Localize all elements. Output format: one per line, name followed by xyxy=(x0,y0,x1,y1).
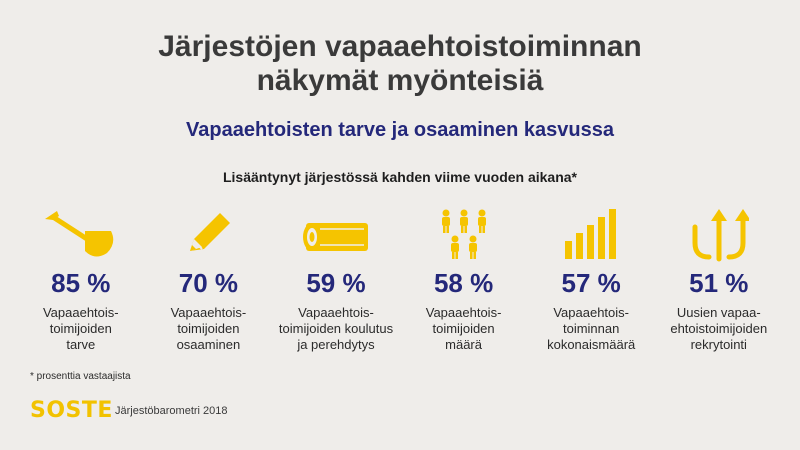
stat-item: 70 % Vapaaehtois- toimijoiden osaaminen xyxy=(145,205,273,355)
soste-logo: SOSTE xyxy=(30,398,113,423)
page-title: Järjestöjen vapaaehtoistoiminnan näkymät… xyxy=(0,30,800,98)
pencil-icon xyxy=(190,213,231,251)
stat-label-line: toimijoiden koulutus xyxy=(278,321,394,336)
stats-row: 85 % Vapaaehtois- toimijoiden tarve 70 %… xyxy=(17,205,783,355)
stat-label-line: toimijoiden xyxy=(49,321,112,336)
stat-label-line: rekrytointi xyxy=(690,337,747,352)
stat-label-line: Vapaaehtois- xyxy=(553,305,629,320)
stat-value: 58 % xyxy=(433,268,494,298)
arrows-up-icon xyxy=(692,209,749,262)
stat-label-line: ehtoistoimijoiden xyxy=(670,321,768,336)
source-text: Järjestöbarometri 2018 xyxy=(115,405,228,417)
book-icon xyxy=(302,223,368,251)
stat-label: Vapaaehtois- toimijoiden osaaminen xyxy=(171,305,247,353)
stat-label: Uusien vapaa- ehtoistoimijoiden rekrytoi… xyxy=(670,305,767,353)
stat-label-line: kokonaismäärä xyxy=(547,337,636,352)
stat-label-line: Vapaaehtois- xyxy=(42,305,119,320)
people-icon xyxy=(441,209,486,259)
stat-label-line: Uusien vapaa- xyxy=(676,305,761,320)
stat-item: 51 % Uusien vapaa- ehtoistoimijoiden rek… xyxy=(655,205,783,355)
stat-item: 59 % Vapaaehtois- toimijoiden koulutus j… xyxy=(272,205,400,355)
stat-label-line: Vapaaehtois- xyxy=(425,305,502,320)
shovel-icon xyxy=(44,211,114,257)
stat-label-line: toimijoiden xyxy=(177,321,240,336)
stat-label-line: määrä xyxy=(445,337,482,352)
stat-label-line: Vapaaehtois- xyxy=(298,305,374,320)
stat-value: 70 % xyxy=(178,268,239,298)
stat-label: Vapaaehtois- toimijoiden koulutus ja per… xyxy=(279,305,393,353)
stat-item: 58 % Vapaaehtois- toimijoiden määrä xyxy=(400,205,528,355)
stat-item: 85 % Vapaaehtois- toimijoiden tarve xyxy=(17,205,145,355)
footnote: * prosenttia vastaajista xyxy=(30,371,131,382)
stat-label-line: ja perehdytys xyxy=(297,337,375,352)
stat-label-line: toimijoiden xyxy=(432,321,495,336)
stat-value: 85 % xyxy=(51,268,111,298)
title-line-1: Järjestöjen vapaaehtoistoiminnan xyxy=(158,30,642,63)
stat-value: 57 % xyxy=(561,268,621,298)
caption: Lisääntynyt järjestössä kahden viime vuo… xyxy=(222,169,578,185)
stat-label: Vapaaehtois- toimijoiden määrä xyxy=(426,305,502,353)
stat-label: Vapaaehtois- toiminnan kokonaismäärä xyxy=(547,305,635,353)
title-line-2: näkymät myönteisiä xyxy=(256,64,544,97)
stat-item: 57 % Vapaaehtois- toiminnan kokonaismäär… xyxy=(527,205,655,355)
stat-label: Vapaaehtois- toimijoiden tarve xyxy=(43,305,119,353)
stat-label-line: Vapaaehtois- xyxy=(170,305,247,320)
stat-label-line: osaaminen xyxy=(176,337,241,352)
stat-label-line: tarve xyxy=(66,337,96,352)
stat-value: 59 % xyxy=(306,268,366,298)
bar-chart-icon xyxy=(565,209,617,259)
stat-label-line: toiminnan xyxy=(562,321,620,336)
subtitle: Vapaaehtoisten tarve ja osaaminen kasvus… xyxy=(186,119,614,141)
stat-value: 51 % xyxy=(689,268,749,298)
